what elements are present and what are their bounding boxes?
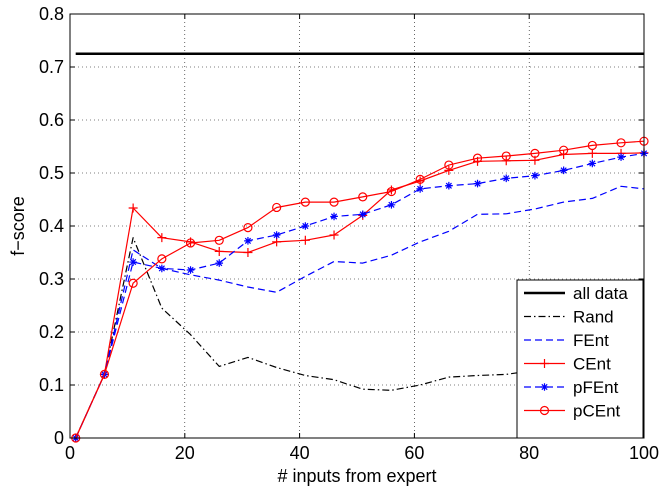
x-tick-label: 60 [404, 443, 424, 463]
legend-marker [539, 405, 550, 416]
data-point-pcent [415, 174, 425, 184]
legend-label: pCEnt [573, 402, 621, 421]
data-point-pfent [445, 181, 453, 190]
data-point-pcent [472, 153, 483, 163]
data-point-pcent [386, 186, 397, 197]
data-point-pfent [330, 212, 338, 221]
data-point-pcent [559, 145, 569, 155]
data-point-cent [587, 148, 597, 158]
x-axis-title: # inputs from expert [277, 466, 436, 486]
data-point-pcent [185, 238, 196, 248]
data-point-cent [272, 237, 282, 247]
data-point-cent [329, 230, 339, 240]
y-tick-label: 0.4 [39, 216, 64, 236]
data-point-cent [501, 156, 511, 166]
legend-label: FEnt [573, 331, 609, 350]
axis-ticks: 0 20 40 60 80 100 0 0.1 0.2 0.3 0.4 0.5 0.6 0.7 0.8 [39, 4, 659, 463]
grid-lines [70, 14, 644, 438]
legend: all data Rand FEnt CEnt pFEnt pCEnt [516, 279, 644, 439]
data-point-pcent [128, 278, 138, 288]
data-point-pcent [243, 222, 253, 233]
x-tick-label: 0 [65, 443, 75, 463]
data-point-cent [214, 246, 224, 256]
data-point-pcent [99, 369, 110, 379]
data-point-pfent [215, 259, 224, 267]
data-point-pfent [301, 222, 310, 230]
series-layer [71, 52, 649, 443]
data-point-cent [157, 233, 167, 243]
data-point-pfent [129, 258, 137, 266]
x-tick-label: 80 [519, 443, 539, 463]
y-tick-label: 0.3 [39, 269, 64, 289]
data-point-pcent [444, 160, 454, 170]
series-line-pfent [75, 152, 645, 439]
data-point-pfent [473, 179, 482, 188]
y-axis-title: f−score [8, 196, 28, 256]
data-point-pcent [587, 140, 597, 151]
series-line-fent [75, 185, 645, 439]
legend-marker [540, 359, 549, 368]
legend-label: Rand [573, 308, 614, 327]
data-point-pcent [329, 197, 339, 207]
data-point-cent [128, 203, 138, 213]
data-point-cent [444, 165, 454, 175]
data-point-pcent [214, 235, 224, 245]
data-point-pfent [387, 201, 396, 209]
data-point-pfent [272, 231, 281, 239]
data-point-pcent [272, 202, 282, 213]
legend-label: CEnt [573, 355, 611, 374]
data-point-pfent [358, 210, 367, 219]
y-tick-label: 0.6 [39, 110, 64, 130]
series-pcent [71, 136, 649, 443]
data-point-pcent [501, 151, 511, 161]
x-tick-label: 40 [290, 443, 310, 463]
data-point-pfent [502, 174, 511, 183]
y-tick-label: 0.2 [39, 322, 64, 342]
data-point-pfent [158, 264, 166, 273]
data-point-pfent [416, 185, 424, 193]
series-line-pcent [75, 140, 645, 439]
data-point-pcent [300, 197, 310, 207]
y-tick-label: 0.7 [39, 57, 64, 77]
y-tick-label: 0.8 [39, 4, 64, 24]
data-point-pcent [157, 254, 167, 264]
y-tick-label: 0.5 [39, 163, 64, 183]
data-point-pcent [530, 148, 540, 158]
data-point-pcent [358, 192, 368, 202]
legend-label: all data [573, 284, 628, 303]
y-tick-label: 0.1 [39, 375, 64, 395]
data-point-cent [243, 248, 253, 257]
legend-marker [540, 383, 549, 391]
data-point-pfent [531, 171, 539, 180]
legend-box [516, 279, 644, 439]
x-tick-label: 20 [175, 443, 195, 463]
legend-label: pFEnt [573, 378, 619, 397]
data-point-pfent [559, 166, 568, 175]
data-point-pfent [244, 237, 252, 245]
y-tick-label: 0 [54, 428, 64, 448]
data-point-pcent [616, 138, 626, 148]
data-point-cent [300, 235, 310, 245]
data-point-pfent [588, 159, 597, 168]
data-point-pfent [186, 266, 195, 274]
series-fent [75, 185, 645, 439]
data-point-pfent [617, 153, 625, 161]
x-tick-label: 100 [629, 443, 659, 463]
